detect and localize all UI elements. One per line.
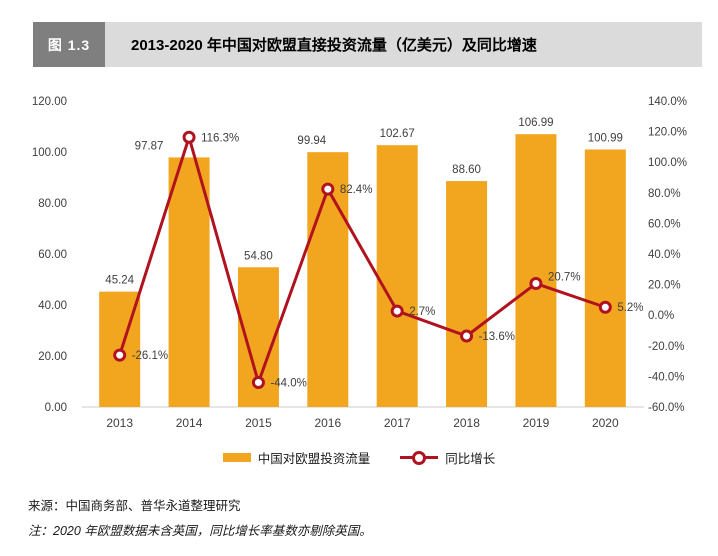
bar-value-label-2013: 45.24 xyxy=(105,275,134,287)
right-axis-tick: 120.0% xyxy=(648,127,687,139)
legend-bar-label: 中国对欧盟投资流量 xyxy=(257,452,371,466)
bar-2014[interactable] xyxy=(168,157,210,407)
data-note: 注：2020 年欧盟数据未含英国，同比增长率基数亦剔除英国。 xyxy=(28,524,372,538)
right-axis-tick: 0.0% xyxy=(648,310,674,322)
marker-2016[interactable] xyxy=(321,182,335,196)
line-value-label-2020: 5.2% xyxy=(617,302,643,314)
right-axis-tick: -60.0% xyxy=(648,402,684,414)
bar-series-swatch-icon xyxy=(222,453,251,462)
right-axis-tick: 40.0% xyxy=(648,249,681,261)
left-axis-tick: 0.00 xyxy=(45,402,67,414)
line-value-label-2013: -26.1% xyxy=(132,350,168,362)
x-axis-label-2019: 2019 xyxy=(523,416,550,430)
left-axis-tick: 120.00 xyxy=(32,96,67,108)
x-axis-label-2018: 2018 xyxy=(453,416,480,430)
chart-footer: 来源：中国商务部、普华永道整理研究 注：2020 年欧盟数据未含英国，同比增长率… xyxy=(28,494,372,544)
bar-2018[interactable] xyxy=(446,181,488,407)
marker-2013[interactable] xyxy=(113,348,127,362)
left-axis-tick: 20.00 xyxy=(38,351,67,363)
chart-title: 2013-2020 年中国对欧盟直接投资流量（亿美元）及同比增速 xyxy=(105,22,702,67)
bar-value-label-2016: 99.94 xyxy=(297,135,326,147)
x-axis-label-2014: 2014 xyxy=(176,416,203,430)
bar-value-label-2018: 88.60 xyxy=(452,164,481,176)
figure-number-badge: 图 1.3 xyxy=(33,22,105,67)
right-axis-tick: 100.0% xyxy=(648,157,687,169)
left-axis-tick: 80.00 xyxy=(38,198,67,210)
source-note: 来源：中国商务部、普华永道整理研究 xyxy=(28,499,241,513)
left-axis-tick: 100.00 xyxy=(32,147,67,159)
line-value-label-2017: 2.7% xyxy=(409,306,435,318)
bar-2017[interactable] xyxy=(376,145,418,407)
line-value-label-2018: -13.6% xyxy=(479,331,515,343)
bar-value-label-2014: 97.87 xyxy=(135,140,164,152)
line-series-marker-icon xyxy=(400,456,439,459)
legend-item-bar-series[interactable]: 中国对欧盟投资流量 xyxy=(222,448,371,467)
x-axis-label-2016: 2016 xyxy=(314,416,341,430)
bar-2020[interactable] xyxy=(584,149,626,407)
marker-2015[interactable] xyxy=(251,376,265,390)
x-axis-label-2020: 2020 xyxy=(592,416,619,430)
x-axis-label-2017: 2017 xyxy=(384,416,411,430)
left-axis-tick: 40.00 xyxy=(38,300,67,312)
right-axis-tick: 60.0% xyxy=(648,218,681,230)
marker-2017[interactable] xyxy=(390,304,404,318)
x-axis-label-2013: 2013 xyxy=(106,416,133,430)
right-axis-tick: 20.0% xyxy=(648,280,681,292)
line-value-label-2014: 116.3% xyxy=(201,132,239,144)
bar-2019[interactable] xyxy=(515,134,557,407)
x-axis-label-2015: 2015 xyxy=(245,416,272,430)
right-axis-tick: 80.0% xyxy=(648,188,681,200)
marker-2019[interactable] xyxy=(529,277,543,291)
bar-value-label-2019: 106.99 xyxy=(518,117,553,129)
line-value-label-2019: 20.7% xyxy=(548,272,581,284)
marker-2018[interactable] xyxy=(460,329,474,343)
growth-line xyxy=(118,132,606,388)
bar-value-label-2020: 100.99 xyxy=(588,132,623,144)
left-axis-tick: 60.00 xyxy=(38,249,67,261)
figure-header: 图 1.3 2013-2020 年中国对欧盟直接投资流量（亿美元）及同比增速 xyxy=(33,22,702,67)
chart-legend: 中国对欧盟投资流量 同比增长 xyxy=(0,448,718,467)
right-axis-tick: -40.0% xyxy=(648,371,684,383)
marker-2020[interactable] xyxy=(598,300,612,314)
legend-line-label: 同比增长 xyxy=(445,452,496,466)
bar-value-label-2017: 102.67 xyxy=(380,128,415,140)
marker-2014[interactable] xyxy=(182,130,196,144)
line-value-label-2016: 82.4% xyxy=(340,184,373,196)
right-axis-tick: -20.0% xyxy=(648,341,684,353)
bar-value-label-2015: 54.80 xyxy=(244,250,273,262)
line-value-label-2015: -44.0% xyxy=(270,378,306,390)
combo-chart: 120.00 100.00 80.00 60.00 40.00 20.00 0.00 140.… xyxy=(32,96,687,430)
legend-item-line-series[interactable]: 同比增长 xyxy=(400,448,495,467)
right-axis-tick: 140.0% xyxy=(648,96,687,108)
